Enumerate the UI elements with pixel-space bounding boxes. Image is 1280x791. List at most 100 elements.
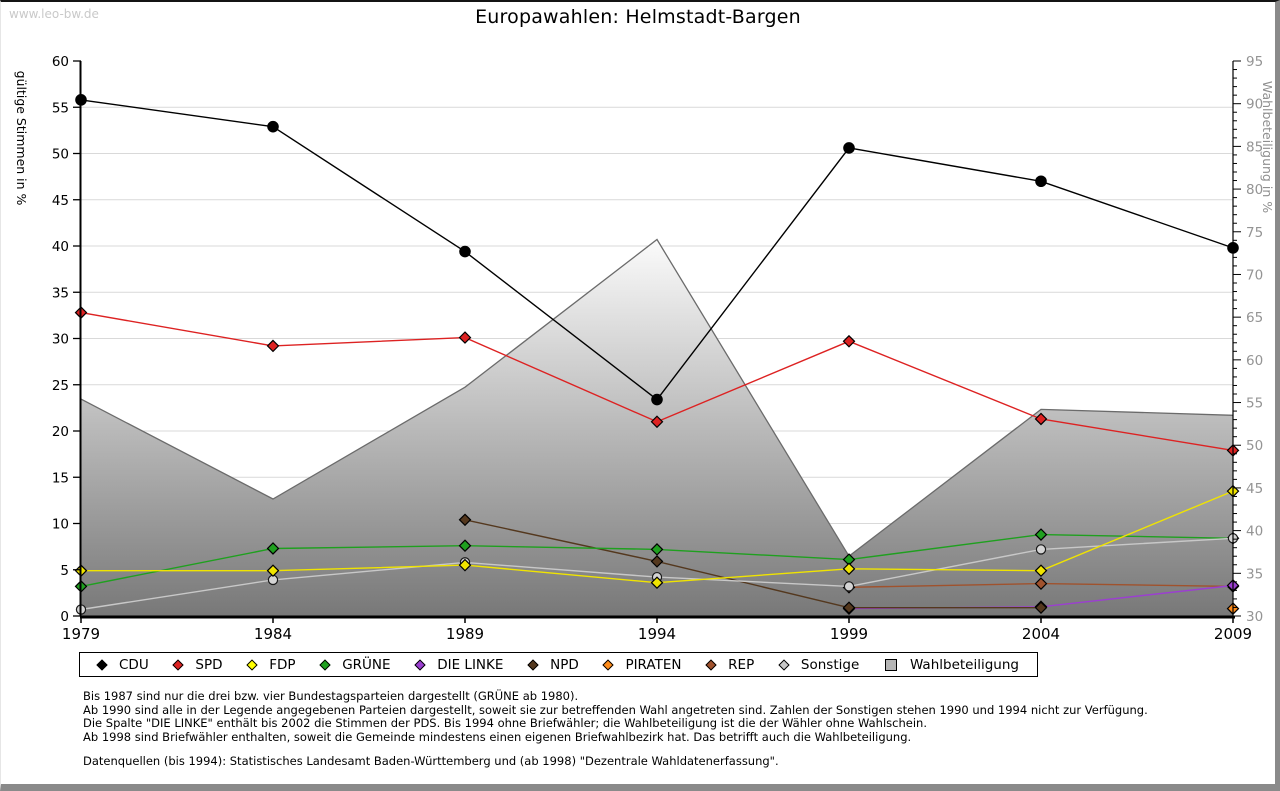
svg-text:35: 35 [52,285,69,301]
sonstige-marker [1035,544,1047,555]
fdp-marker [458,558,472,572]
npd-marker [842,601,856,615]
left-axis-ticks: 0 5 10 15 20 25 30 35 40 45 50 55 60 [52,54,81,625]
legend-item-piraten: PIRATEN [602,656,682,673]
npd-legend-marker [527,658,539,671]
legend-label: FDP [269,656,296,673]
sonstige-marker [843,581,855,592]
right-axis-ticks: 30 35 40 45 50 55 60 65 70 75 80 85 90 95 [1233,54,1263,625]
fdp-marker [650,576,664,590]
svg-text:45: 45 [1246,481,1263,497]
cdu-marker [267,120,279,133]
svg-text:40: 40 [1246,524,1263,540]
legend-label: Wahlbeteiligung [909,656,1019,673]
svg-text:60: 60 [52,54,69,70]
svg-text:40: 40 [52,239,69,255]
svg-text:0: 0 [60,609,69,625]
fdp-series [74,484,1240,590]
year-label: 1979 [62,625,100,643]
svg-text:50: 50 [1246,438,1263,454]
year-label: 2004 [1022,625,1060,643]
svg-text:80: 80 [1246,182,1263,198]
x-axis-ticks: 1979 1984 1989 1994 1999 2004 2009 [62,618,1252,643]
year-label: 1984 [254,625,292,643]
svg-text:5: 5 [60,563,69,579]
legend-label: REP [728,656,755,673]
svg-text:30: 30 [1246,609,1263,625]
spd-marker [842,334,856,348]
spd-marker [650,415,664,429]
page-title: Europawahlen: Helmstadt-Bargen [475,6,801,28]
legend-label: NPD [550,656,579,673]
year-label: 2009 [1214,625,1252,643]
footnote-line: Die Spalte "DIE LINKE" enthält bis 2002 … [83,716,927,730]
legend-item-fdp: FDP [246,656,296,673]
svg-text:85: 85 [1246,139,1263,155]
svg-text:30: 30 [52,332,69,348]
svg-text:75: 75 [1246,225,1263,241]
cdu-marker [651,393,663,406]
watermark: www.leo-bw.de [9,7,99,21]
svg-text:95: 95 [1246,54,1263,70]
legend-label: PIRATEN [625,656,682,673]
legend-item-spd: SPD [172,657,223,673]
legend-label: DIE LINKE [437,656,504,673]
fdp-marker [1034,564,1048,578]
svg-text:55: 55 [1246,396,1263,412]
legend-item-rep: REP [705,656,755,673]
source-note: Datenquellen (bis 1994): Statistisches L… [83,754,779,768]
fdp-legend-marker [246,658,258,671]
svg-text:10: 10 [52,517,69,533]
fdp-marker [266,564,280,578]
svg-text:50: 50 [52,147,69,163]
npd-line [464,519,1041,609]
legend-item-sonstige: Sonstige [778,656,860,673]
year-label: 1999 [830,625,868,643]
piraten-legend-marker [602,658,615,671]
svg-text:70: 70 [1246,267,1263,283]
rep-legend-marker [705,658,717,671]
legend: CDU SPD FDP GRÜNE DIE LINKE NPD PIRATEN REP Sons… [79,652,1038,677]
footnote-line: Ab 1990 sind alle in der Legende angegeb… [83,702,1148,717]
svg-text:25: 25 [52,378,69,394]
svg-text:20: 20 [52,424,69,440]
cdu-marker [1035,175,1047,188]
legend-item-wahlbeteiligung: Wahlbeteiligung [884,656,1019,673]
spd-marker [266,339,280,353]
npd-marker [650,555,664,568]
legend-item-grune: GRÜNE [319,657,391,673]
cdu-marker [843,142,855,154]
npd-series [458,513,1048,615]
legend-item-npd: NPD [527,656,579,673]
cdu-marker [459,245,471,258]
spd-legend-marker [172,658,185,671]
grune-marker [458,539,472,553]
svg-text:60: 60 [1246,353,1263,369]
svg-text:15: 15 [52,470,69,486]
wahlbeteiligung-legend-marker [884,658,897,671]
grune-marker [1034,528,1048,541]
cdu-series [75,94,1239,406]
svg-text:55: 55 [52,100,69,116]
legend-item-die-linke: DIE LINKE [414,656,504,673]
footnote-line: Ab 1998 sind Briefwähler enthalten, sowe… [83,729,912,744]
grune-marker [650,543,664,556]
legend-item-cdu: CDU [96,657,149,673]
legend-label: Sonstige [800,656,860,673]
svg-text:35: 35 [1246,566,1263,582]
footnotes: Bis 1987 sind nur die drei bzw. vier Bun… [83,689,1148,744]
svg-text:65: 65 [1246,310,1263,326]
spd-series [74,306,1240,457]
die-linke-legend-marker [414,658,426,671]
npd-marker [458,513,472,527]
axis-titles: gültige Stimmen in % Wahlbeteiligung in % [14,71,1275,214]
fdp-marker [842,562,856,576]
year-label: 1989 [446,625,484,643]
right-axis-title: Wahlbeteiligung in % [1260,81,1275,213]
sonstige-legend-marker [778,658,790,671]
svg-text:90: 90 [1246,97,1263,113]
year-label: 1994 [638,625,676,643]
spd-marker [458,331,472,344]
